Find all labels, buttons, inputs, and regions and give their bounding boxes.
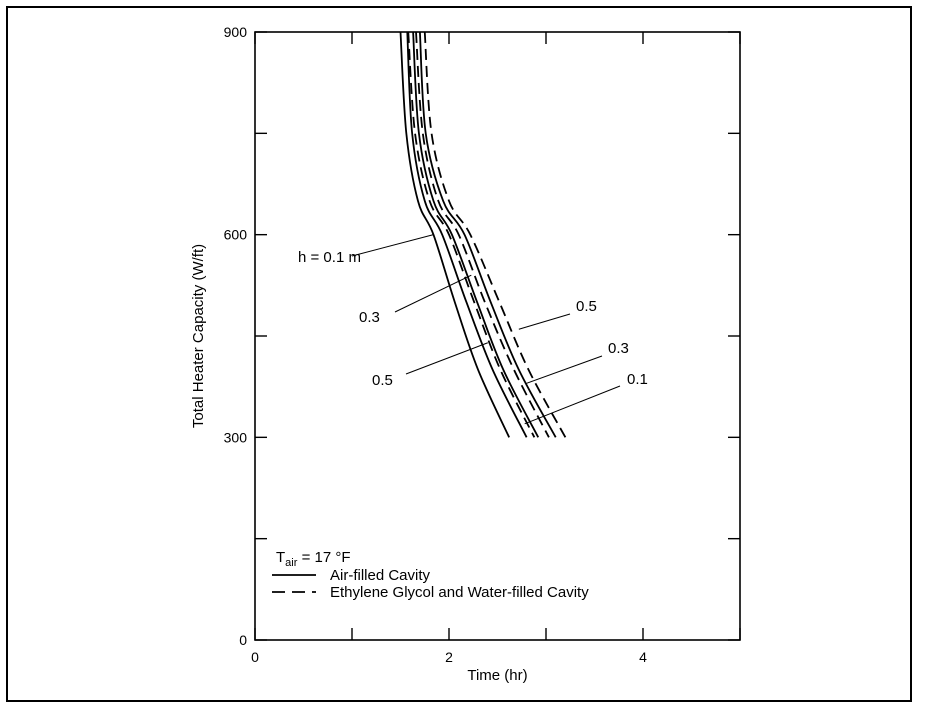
solid-series-line-0	[399, 31, 510, 438]
x-axis-title: Time (hr)	[467, 667, 527, 684]
y-tick-label: 0	[239, 632, 247, 648]
legend-label: Air-filled Cavity	[330, 567, 431, 584]
y-tick-label: 900	[224, 24, 248, 40]
annotation-leader	[526, 355, 603, 384]
solid-series-line-2	[412, 31, 540, 438]
annotation-label: h = 0.1 m	[298, 249, 361, 266]
annotation-leader	[405, 342, 488, 375]
dashed-series-line-4	[407, 31, 536, 438]
dashed-series-line-6	[423, 31, 567, 438]
figure-frame	[6, 6, 912, 702]
annotation-label: 0.3	[608, 340, 629, 357]
solid-series-line-3	[419, 31, 557, 438]
plot-area: 0 300 600 900 0 2 4 Time (hr) Total Heater Capac…	[190, 24, 741, 684]
solid-series-line-1	[406, 31, 528, 438]
annotation-layer: h = 0.1 m 0.3 0.5 0.5 0.3 0.1	[298, 234, 648, 425]
x-tick-label: 2	[445, 649, 453, 665]
dashed-series-line-5	[415, 31, 550, 438]
annotation-label: 0.1	[627, 371, 648, 388]
x-tick-label: 0	[251, 649, 259, 665]
series-layer	[399, 31, 567, 438]
y-axis-title: Total Heater Capacity (W/ft)	[190, 244, 207, 428]
annotation-leader	[518, 313, 571, 330]
annotation-label: 0.3	[359, 309, 380, 326]
annotation-leader	[351, 234, 434, 257]
annotation-label: 0.5	[372, 372, 393, 389]
annotation-label: 0.5	[576, 298, 597, 315]
x-tick-label: 4	[639, 649, 647, 665]
y-tick-label: 600	[224, 227, 248, 243]
legend-condition: Tair = 17 °F	[276, 549, 351, 569]
legend-label: Ethylene Glycol and Water-filled Cavity	[330, 584, 589, 601]
annotation-leader	[524, 385, 621, 425]
annotation-leader	[394, 274, 472, 313]
y-tick-label: 300	[224, 429, 248, 445]
